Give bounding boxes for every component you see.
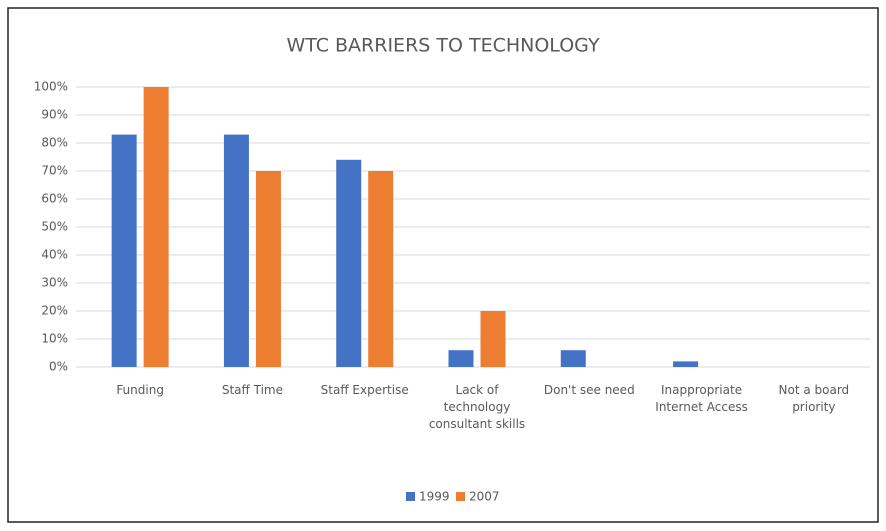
y-tick-label: 60%: [41, 192, 68, 206]
legend-swatch: [406, 492, 415, 501]
chart-frame: [7, 7, 879, 523]
y-tick-label: 40%: [41, 248, 68, 262]
bar: [223, 134, 249, 367]
x-tick-label: Don't see need: [543, 383, 635, 397]
chart-title: WTC BARRIERS TO TECHNOLOGY: [286, 35, 600, 57]
y-tick-label: 100%: [34, 80, 68, 94]
y-tick-label: 70%: [41, 164, 68, 178]
x-tick-label: Staff Time: [221, 383, 283, 397]
bar: [448, 350, 474, 367]
legend-label: 1999: [419, 490, 450, 504]
x-tick-label: Lack of technology consultant skills: [428, 383, 526, 431]
y-tick-label: 20%: [41, 304, 68, 318]
y-tick-label: 30%: [41, 276, 68, 290]
legend-label: 2007: [469, 490, 500, 504]
bar: [255, 171, 281, 367]
y-tick-label: 90%: [41, 108, 68, 122]
bar: [111, 134, 137, 367]
bar: [480, 311, 506, 367]
y-tick-label: 80%: [41, 136, 68, 150]
x-tick-label: Funding: [116, 383, 164, 397]
x-tick-label: Not a board priority: [778, 383, 850, 414]
y-tick-label: 50%: [41, 220, 68, 234]
x-tick-label: Staff Expertise: [320, 383, 409, 397]
y-tick-label: 10%: [41, 332, 68, 346]
bar: [368, 171, 394, 367]
y-tick-label: 0%: [49, 360, 68, 374]
bar: [673, 361, 699, 367]
bar: [336, 159, 362, 367]
x-tick-label: Inappropriate Internet Access: [655, 383, 748, 414]
legend-swatch: [456, 492, 465, 501]
bar: [143, 87, 169, 367]
bar: [560, 350, 586, 367]
